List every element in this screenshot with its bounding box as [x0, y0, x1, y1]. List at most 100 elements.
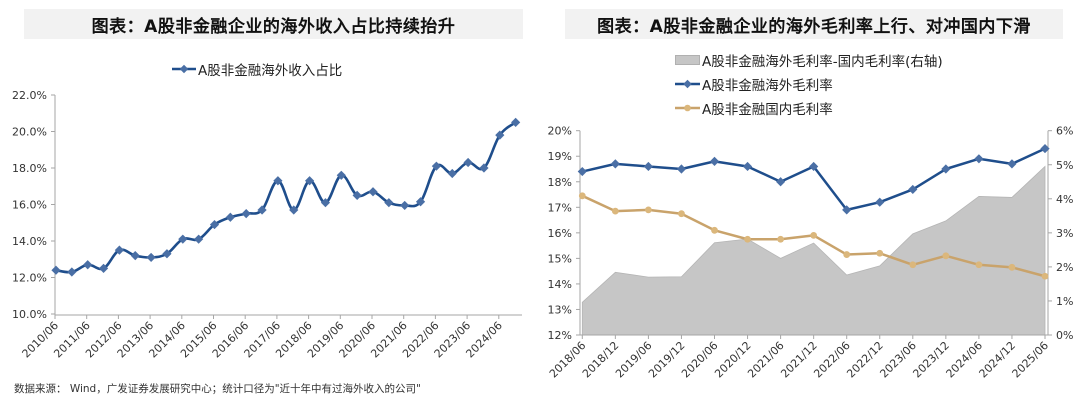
y-tick-label: 20.0%: [12, 126, 47, 139]
right-legend-label-spread: A股非金融海外毛利率-国内毛利率(右轴): [702, 54, 943, 70]
right-y-tick-label: 0%: [1056, 329, 1073, 342]
data-point-marker: [83, 260, 93, 270]
right-chart-title: 图表：A股非金融企业的海外毛利率上行、对冲国内下滑: [565, 9, 1063, 39]
left-chart-plot: 10.0%12.0%14.0%16.0%18.0%20.0%22.0%2010/…: [12, 89, 522, 360]
data-point-marker: [578, 192, 586, 200]
gold-line-marker-icon: [675, 104, 700, 112]
data-point-marker: [511, 117, 521, 127]
left-y-tick-label: 17%: [548, 201, 572, 214]
data-point-marker: [678, 210, 685, 218]
left-y-tick-label: 15%: [548, 252, 572, 265]
margin-spread-area: [581, 165, 1046, 336]
data-point-marker: [178, 234, 188, 244]
left-y-tick-label: 12%: [548, 329, 572, 342]
data-point-marker: [146, 252, 156, 263]
data-point-marker: [1008, 263, 1016, 271]
data-point-marker: [384, 198, 394, 208]
left-y-tick-label: 13%: [548, 303, 572, 316]
y-tick-label: 10.0%: [12, 308, 47, 321]
data-point-marker: [744, 235, 751, 243]
line-marker-legend-icon: [172, 64, 196, 74]
data-point-marker: [610, 159, 620, 169]
data-point-marker: [162, 249, 172, 259]
data-point-marker: [225, 212, 235, 222]
right-chart-plot: 12% 13% 14% 15% 16% 17% 18% 19% 20% 0% 1% 2% 3% 4% 5% 6…: [547, 125, 1074, 381]
y-tick-label: 16.0%: [12, 199, 47, 212]
data-point-marker: [709, 156, 720, 166]
data-point-marker: [479, 163, 489, 173]
data-point-marker: [843, 251, 851, 258]
data-point-marker: [241, 209, 251, 219]
data-point-marker: [51, 265, 61, 275]
right-legend-label-overseas: A股非金融海外毛利率: [702, 78, 833, 94]
data-point-marker: [742, 161, 753, 172]
data-point-marker: [257, 205, 267, 215]
y-tick-label: 22.0%: [12, 89, 47, 102]
data-point-marker: [577, 166, 587, 177]
data-point-marker: [447, 168, 457, 179]
y-tick-label: 14.0%: [12, 235, 47, 248]
right-y-tick-label: 1%: [1056, 295, 1073, 308]
data-point-marker: [941, 164, 951, 174]
data-point-marker: [974, 154, 984, 164]
data-point-marker: [273, 176, 283, 186]
data-point-marker: [643, 161, 653, 172]
data-point-marker: [942, 252, 950, 260]
data-point-marker: [67, 267, 77, 277]
data-point-marker: [876, 249, 884, 257]
left-y-tick-label: 19%: [548, 150, 572, 163]
data-point-marker: [842, 205, 852, 215]
data-point-marker: [209, 219, 220, 230]
data-point-marker: [1007, 159, 1017, 169]
right-legend-item-overseas: A股非金融海外毛利率: [675, 74, 833, 94]
data-point-marker: [352, 190, 362, 200]
data-point-marker: [495, 130, 505, 140]
data-point-marker: [98, 263, 109, 273]
right-y-tick-label: 6%: [1056, 125, 1073, 138]
data-point-marker: [875, 197, 885, 207]
data-point-marker: [810, 232, 818, 239]
data-point-marker: [1040, 143, 1050, 154]
data-point-marker: [777, 235, 784, 243]
data-point-marker: [711, 226, 718, 234]
right-y-tick-label: 5%: [1056, 159, 1073, 172]
data-point-marker: [676, 164, 687, 174]
source-footnote: 数据来源： Wind，广发证券发展研究中心；统计口径为"近十年中有过海外收入的公…: [14, 383, 421, 395]
left-chart-legend: A股非金融海外收入占比: [172, 59, 342, 79]
data-point-marker: [909, 261, 917, 269]
right-y-tick-label: 2%: [1056, 261, 1073, 274]
right-legend-label-domestic: A股非金融国内毛利率: [702, 102, 833, 118]
left-y-tick-label: 14%: [548, 278, 572, 291]
data-point-marker: [400, 200, 410, 211]
data-point-marker: [809, 161, 819, 172]
right-legend-item-spread: A股非金融海外毛利率-国内毛利率(右轴): [675, 50, 943, 70]
data-point-marker: [776, 177, 786, 187]
y-tick-label: 18.0%: [12, 162, 47, 175]
data-point-marker: [114, 245, 124, 255]
data-point-marker: [645, 206, 652, 214]
data-point-marker: [289, 205, 299, 215]
y-tick-label: 12.0%: [12, 272, 47, 285]
data-point-marker: [194, 234, 204, 244]
data-point-marker: [463, 157, 473, 168]
data-point-marker: [415, 197, 426, 207]
data-point-marker: [975, 261, 983, 269]
data-point-marker: [908, 184, 918, 195]
data-point-marker: [320, 198, 331, 208]
right-y-tick-label: 4%: [1056, 193, 1073, 206]
left-y-tick-label: 20%: [548, 125, 572, 138]
data-point-marker: [368, 187, 378, 197]
area-swatch-icon: [675, 55, 700, 65]
data-point-marker: [431, 161, 441, 171]
data-point-marker: [1041, 272, 1049, 280]
data-point-marker: [305, 176, 315, 186]
left-chart-title: 图表：A股非金融企业的海外收入占比持续抬升: [24, 9, 523, 39]
data-point-marker: [611, 207, 619, 215]
overseas-revenue-share-line: [55, 121, 517, 274]
left-y-tick-label: 16%: [548, 227, 572, 240]
right-y-tick-label: 3%: [1056, 227, 1073, 240]
blue-line-marker-icon: [675, 79, 700, 89]
data-point-marker: [336, 170, 346, 180]
right-legend-item-domestic: A股非金融国内毛利率: [675, 98, 833, 118]
